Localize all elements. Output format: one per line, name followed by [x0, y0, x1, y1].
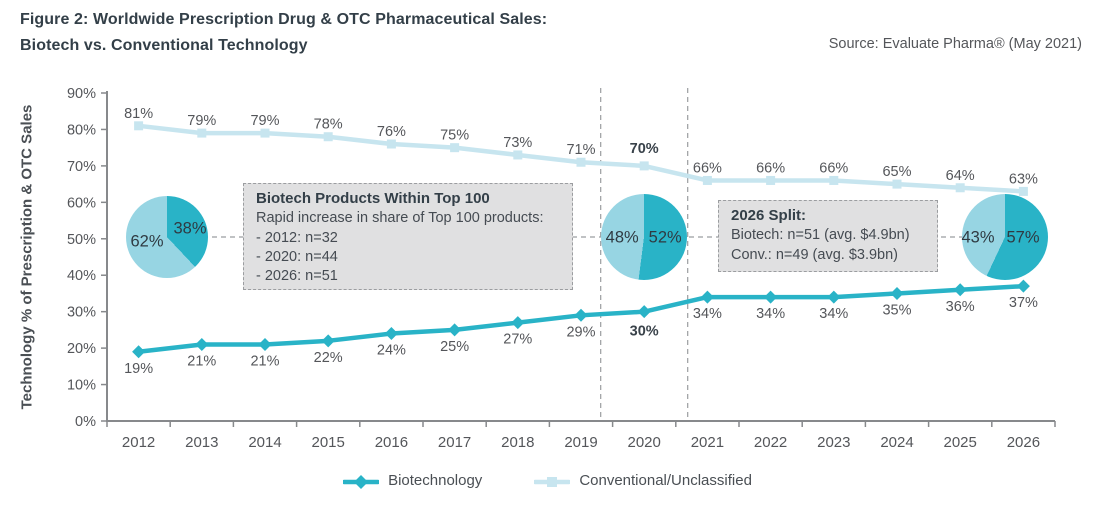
- svg-text:2018: 2018: [501, 434, 534, 451]
- svg-text:34%: 34%: [693, 306, 722, 322]
- pie-light-share-label: 48%: [605, 228, 639, 247]
- svg-text:63%: 63%: [1009, 171, 1038, 187]
- legend-label: Biotechnology: [388, 472, 483, 489]
- svg-text:22%: 22%: [314, 350, 343, 366]
- pie-2026-split: 43% 57%: [961, 194, 1048, 280]
- annotation-line: - 2020: n=44: [256, 248, 338, 265]
- svg-text:0%: 0%: [75, 414, 96, 430]
- svg-text:21%: 21%: [250, 353, 279, 369]
- annotation-line: Rapid increase in share of Top 100 produ…: [256, 210, 544, 227]
- svg-text:80%: 80%: [67, 122, 96, 138]
- svg-text:2021: 2021: [691, 434, 724, 451]
- legend-item-conventional: Conventional/Unclassified: [534, 472, 752, 489]
- figure-title-line2: Biotech vs. Conventional Technology: [20, 37, 308, 54]
- annotation-box-2026-split: 2026 Split: Biotech: n=51 (avg. $4.9bn) …: [718, 200, 938, 272]
- annotation-box-top100: Biotech Products Within Top 100 Rapid in…: [243, 183, 573, 290]
- svg-text:90%: 90%: [67, 86, 96, 102]
- svg-text:37%: 37%: [1009, 295, 1038, 311]
- annotation-box-title: 2026 Split:: [731, 207, 807, 224]
- pie-2012-split: 62% 38%: [126, 196, 208, 278]
- annotation-line: - 2012: n=32: [256, 229, 338, 246]
- svg-text:2012: 2012: [122, 434, 155, 451]
- svg-text:2015: 2015: [312, 434, 345, 451]
- svg-text:2025: 2025: [944, 434, 977, 451]
- svg-text:21%: 21%: [187, 353, 216, 369]
- svg-text:25%: 25%: [440, 339, 469, 355]
- svg-text:64%: 64%: [946, 168, 975, 184]
- svg-text:2022: 2022: [754, 434, 787, 451]
- biotechnology-line-swatch: [343, 474, 380, 489]
- svg-text:2014: 2014: [248, 434, 281, 451]
- svg-text:40%: 40%: [67, 268, 96, 284]
- svg-text:2020: 2020: [628, 434, 661, 451]
- svg-text:73%: 73%: [503, 135, 532, 151]
- annotation-box-title: Biotech Products Within Top 100: [256, 190, 490, 207]
- svg-text:79%: 79%: [250, 113, 279, 129]
- svg-text:2026: 2026: [1007, 434, 1040, 451]
- svg-text:2019: 2019: [564, 434, 597, 451]
- svg-text:35%: 35%: [882, 302, 911, 318]
- svg-text:30%: 30%: [67, 305, 96, 321]
- y-axis-title: Technology % of Prescription & OTC Sales: [18, 104, 36, 410]
- svg-text:60%: 60%: [67, 195, 96, 211]
- chart-legend: Biotechnology Conventional/Unclassified: [0, 472, 1095, 489]
- svg-text:65%: 65%: [882, 164, 911, 180]
- svg-text:19%: 19%: [124, 361, 153, 377]
- annotation-line: Biotech: n=51 (avg. $4.9bn): [731, 227, 910, 244]
- svg-text:66%: 66%: [819, 160, 848, 176]
- pie-dark-share-label: 38%: [173, 219, 207, 238]
- conventional-line-swatch: [534, 474, 571, 488]
- annotation-line: - 2026: n=51: [256, 268, 338, 285]
- svg-text:79%: 79%: [187, 113, 216, 129]
- svg-text:2023: 2023: [817, 434, 850, 451]
- svg-text:81%: 81%: [124, 106, 153, 122]
- svg-text:30%: 30%: [630, 324, 659, 340]
- figure-title-line1: Figure 2: Worldwide Prescription Drug & …: [20, 11, 548, 28]
- svg-text:27%: 27%: [503, 332, 532, 348]
- svg-text:2017: 2017: [438, 434, 471, 451]
- svg-text:10%: 10%: [67, 378, 96, 394]
- svg-text:76%: 76%: [377, 124, 406, 140]
- svg-text:75%: 75%: [440, 128, 469, 144]
- svg-text:24%: 24%: [377, 343, 406, 359]
- pie-light-share-label: 43%: [961, 228, 995, 247]
- svg-text:34%: 34%: [819, 306, 848, 322]
- svg-text:50%: 50%: [67, 232, 96, 248]
- svg-text:34%: 34%: [756, 306, 785, 322]
- pie-dark-share-label: 52%: [648, 228, 682, 247]
- pie-dark-share-label: 57%: [1006, 228, 1040, 247]
- svg-text:71%: 71%: [566, 142, 595, 158]
- svg-text:29%: 29%: [566, 324, 595, 340]
- legend-label: Conventional/Unclassified: [579, 472, 752, 489]
- svg-text:2013: 2013: [185, 434, 218, 451]
- svg-text:66%: 66%: [693, 160, 722, 176]
- svg-text:78%: 78%: [314, 117, 343, 133]
- svg-text:2024: 2024: [880, 434, 913, 451]
- legend-item-biotechnology: Biotechnology: [343, 472, 482, 489]
- svg-text:20%: 20%: [67, 341, 96, 357]
- pie-2020-split: 48% 52%: [601, 194, 688, 280]
- svg-text:66%: 66%: [756, 160, 785, 176]
- svg-text:70%: 70%: [630, 141, 659, 157]
- source-attribution: Source: Evaluate Pharma® (May 2021): [828, 36, 1082, 52]
- svg-text:36%: 36%: [946, 299, 975, 315]
- pie-light-share-label: 62%: [130, 232, 164, 251]
- svg-text:70%: 70%: [67, 159, 96, 175]
- svg-text:2016: 2016: [375, 434, 408, 451]
- annotation-line: Conv.: n=49 (avg. $3.9bn): [731, 246, 898, 263]
